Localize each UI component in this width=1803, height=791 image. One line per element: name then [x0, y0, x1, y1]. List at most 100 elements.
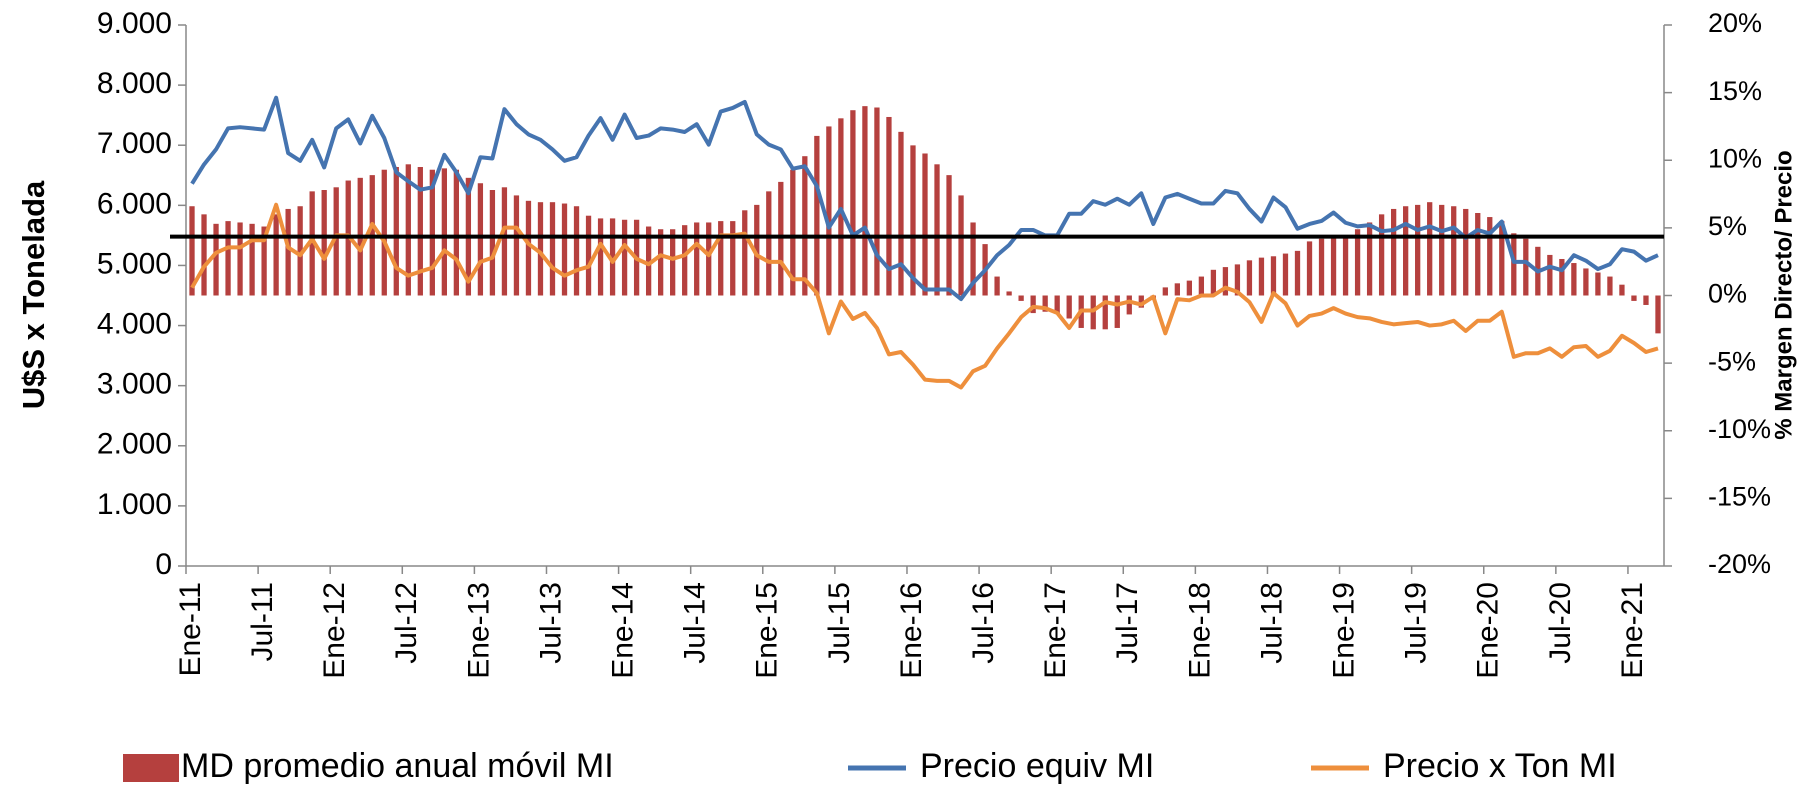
y2-axis-title: % Margen Directo/ Precio	[1770, 150, 1797, 439]
bar	[706, 222, 712, 296]
x-tick-label: Jul-14	[679, 582, 712, 664]
x-tick-label: Ene-21	[1616, 582, 1649, 679]
bar	[670, 229, 676, 296]
y-tick-label: 4.000	[97, 307, 172, 340]
y-tick-label: 6.000	[97, 187, 172, 220]
bar	[609, 218, 616, 296]
bar	[1463, 208, 1469, 296]
y2-tick-label: -5%	[1708, 346, 1756, 376]
x-tick-label: Jul-17	[1111, 582, 1144, 664]
x-tick-label: Ene-14	[607, 582, 640, 679]
x-tick-label: Jul-15	[823, 582, 856, 664]
bar	[1595, 272, 1601, 296]
bar	[405, 164, 411, 296]
bar	[237, 222, 243, 296]
bar	[778, 181, 784, 296]
bar	[501, 187, 508, 296]
x-tick-label: Jul-12	[390, 582, 423, 664]
x-tick-label: Ene-20	[1472, 582, 1505, 679]
bar	[1415, 204, 1421, 296]
bar	[1138, 295, 1144, 308]
bar	[1306, 241, 1313, 296]
bar	[1354, 229, 1361, 296]
bar	[477, 183, 484, 296]
legend-label: Precio equiv MI	[920, 747, 1154, 785]
bar	[1643, 295, 1649, 305]
x-tick-label: Jul-13	[534, 582, 567, 664]
bar	[453, 169, 460, 296]
bar	[1559, 258, 1565, 296]
bar	[1511, 233, 1517, 296]
legend-swatch	[123, 754, 179, 782]
bar	[1547, 254, 1553, 296]
bar	[1270, 256, 1277, 296]
bar	[886, 116, 892, 296]
bar	[694, 222, 700, 296]
y-tick-label: 7.000	[97, 127, 172, 160]
bar	[1030, 295, 1036, 314]
x-tick-label: Jul-19	[1400, 582, 1433, 664]
legend-label: MD promedio anual móvil MI	[181, 747, 614, 785]
bar	[1006, 291, 1012, 296]
bar	[1282, 253, 1289, 296]
bar	[1054, 295, 1060, 314]
x-tick-label: Jul-16	[967, 582, 1000, 664]
bar	[585, 215, 592, 296]
bar	[1571, 263, 1577, 296]
bar	[1222, 267, 1229, 296]
bar	[1042, 295, 1048, 312]
y-tick-label: 2.000	[97, 428, 172, 461]
y-tick-label: 1.000	[97, 488, 172, 521]
y-tick-label: 8.000	[97, 67, 172, 100]
bar	[297, 206, 303, 296]
bar	[898, 131, 904, 296]
bar	[441, 168, 447, 296]
bar	[1246, 260, 1253, 296]
bar	[261, 226, 267, 296]
bar	[742, 210, 748, 296]
bar	[1427, 202, 1433, 296]
x-tick-label: Jul-11	[246, 582, 279, 661]
bar	[1318, 238, 1325, 296]
bar	[429, 169, 435, 296]
x-tick-label: Ene-19	[1327, 582, 1360, 679]
bar	[1258, 257, 1265, 296]
bar	[645, 226, 652, 296]
bar	[802, 156, 808, 296]
bar	[994, 276, 1000, 296]
bar	[1018, 295, 1024, 301]
bar	[333, 187, 339, 296]
bar	[850, 110, 856, 296]
bar	[189, 206, 195, 296]
bar	[754, 204, 760, 296]
bar	[225, 221, 231, 296]
line	[190, 95, 1659, 302]
bar	[381, 169, 387, 296]
x-tick-label: Ene-15	[751, 582, 784, 679]
bar	[1619, 284, 1625, 296]
bar	[597, 218, 604, 296]
bar	[393, 167, 399, 296]
bar	[1234, 264, 1241, 296]
bar	[1607, 276, 1613, 296]
bar	[621, 219, 628, 296]
bar	[1451, 206, 1457, 296]
bar	[1210, 269, 1217, 296]
bar	[1655, 295, 1661, 334]
bar	[682, 225, 688, 296]
bar	[718, 221, 724, 296]
y2-tick-label: 5%	[1708, 211, 1747, 241]
bar	[201, 214, 207, 296]
bar	[1342, 235, 1349, 296]
y2-tick-label: 10%	[1708, 143, 1762, 173]
bar	[874, 107, 880, 296]
line	[190, 202, 1659, 390]
bar	[1162, 287, 1168, 296]
bar	[958, 195, 964, 296]
y-tick-label: 9.000	[97, 7, 172, 40]
bar	[573, 206, 580, 296]
bar	[321, 190, 327, 296]
x-tick-label: Jul-20	[1544, 582, 1577, 664]
bar	[790, 169, 796, 296]
